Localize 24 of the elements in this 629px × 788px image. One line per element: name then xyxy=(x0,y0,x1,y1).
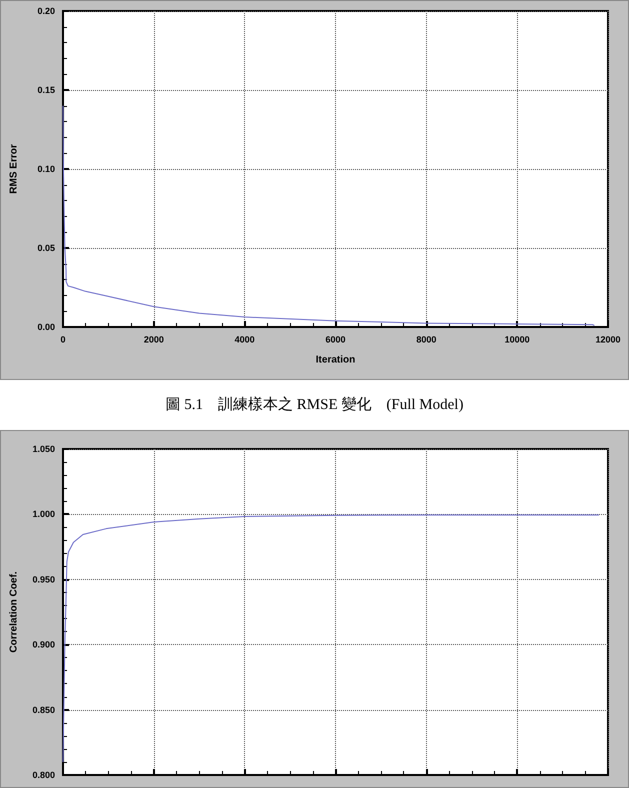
y-tick-label: 0.05 xyxy=(37,243,55,253)
y-tick-label: 1.000 xyxy=(32,509,55,520)
x-tick-label: 2000 xyxy=(144,334,164,344)
y-tick-label: 0.800 xyxy=(32,770,55,780)
x-tick-label: 0 xyxy=(60,334,66,344)
y-tick-label: 0.900 xyxy=(32,640,55,650)
y-tick-label: 0.850 xyxy=(32,704,55,715)
y-axis-title: Correlation Coef. xyxy=(8,571,20,653)
y-tick-label: 1.050 xyxy=(32,444,55,454)
x-tick-label: 8000 xyxy=(416,334,436,344)
x-tick-label: 6000 xyxy=(325,334,346,344)
y-axis-title: RMS Error xyxy=(8,144,20,194)
x-axis-title: Iteration xyxy=(316,354,356,366)
y-tick-label: 0.950 xyxy=(32,574,55,584)
x-tick-label: 12000 xyxy=(595,334,621,344)
x-tick-label: 10000 xyxy=(504,334,530,344)
y-tick-label: 0.00 xyxy=(37,322,55,332)
y-tick-label: 0.15 xyxy=(37,85,55,95)
y-tick-label: 0.10 xyxy=(37,164,55,174)
line-series xyxy=(62,105,595,326)
caption: 圖 5.1 訓練樣本之 RMSE 變化 (Full Model) xyxy=(164,395,464,415)
x-tick-label: 4000 xyxy=(234,334,255,344)
y-tick-label: 0.20 xyxy=(37,6,55,16)
line-series xyxy=(62,514,600,762)
